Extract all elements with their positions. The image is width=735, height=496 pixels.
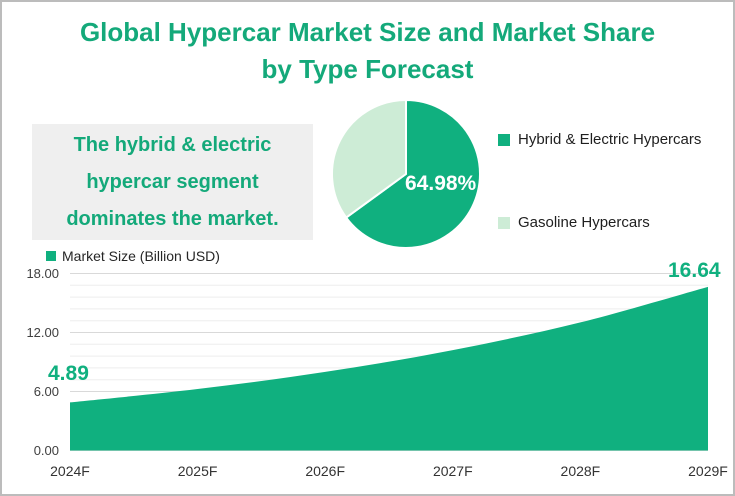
- y-tick-label: 0.00: [33, 442, 59, 458]
- legend-label-hybrid: Hybrid & Electric Hypercars: [518, 131, 702, 148]
- annotation-line: hypercar segment: [86, 170, 259, 193]
- annotation-line: dominates the market.: [66, 207, 279, 230]
- pie-chart: [331, 99, 481, 249]
- legend-label-gasoline: Gasoline Hypercars: [518, 214, 650, 231]
- x-tick-label: 2029F: [688, 463, 728, 479]
- x-tick-label: 2025F: [177, 463, 218, 479]
- pie-slice-0: [345, 99, 481, 249]
- x-tick-label: 2024F: [50, 463, 90, 479]
- series-legend: Market Size (Billion USD): [46, 248, 220, 264]
- annotation-line: The hybrid & electric: [73, 133, 272, 156]
- y-tick-label: 18.00: [26, 265, 59, 281]
- page-title: Global Hypercar Market Size and Market S…: [2, 14, 733, 88]
- x-tick-label: 2027F: [432, 463, 473, 479]
- page-title-line-2: by Type Forecast: [261, 54, 474, 84]
- series-legend-label: Market Size (Billion USD): [62, 248, 220, 264]
- y-tick-label: 12.00: [26, 324, 59, 340]
- pie-data-label: 64.98%: [405, 172, 477, 195]
- y-tick-label: 6.00: [33, 383, 59, 399]
- x-tick-label: 2026F: [305, 463, 346, 479]
- legend-item-hybrid-electric: Hybrid & Electric Hypercars: [498, 131, 701, 148]
- legend-item-gasoline: Gasoline Hypercars: [498, 214, 650, 231]
- data-label-first: 4.89: [48, 362, 89, 385]
- x-tick-label: 2028F: [560, 463, 601, 479]
- annotation-box: The hybrid & electric hypercar segment d…: [32, 124, 313, 240]
- data-label-last: 16.64: [668, 259, 721, 282]
- pie-slice-1: [331, 99, 407, 219]
- legend-swatch-hybrid-icon: [498, 133, 510, 146]
- area-series-market-size: [70, 286, 708, 451]
- legend-swatch-gasoline-icon: [498, 216, 510, 229]
- page-title-line-1: Global Hypercar Market Size and Market S…: [79, 17, 656, 47]
- legend-swatch-market-size-icon: [46, 251, 56, 261]
